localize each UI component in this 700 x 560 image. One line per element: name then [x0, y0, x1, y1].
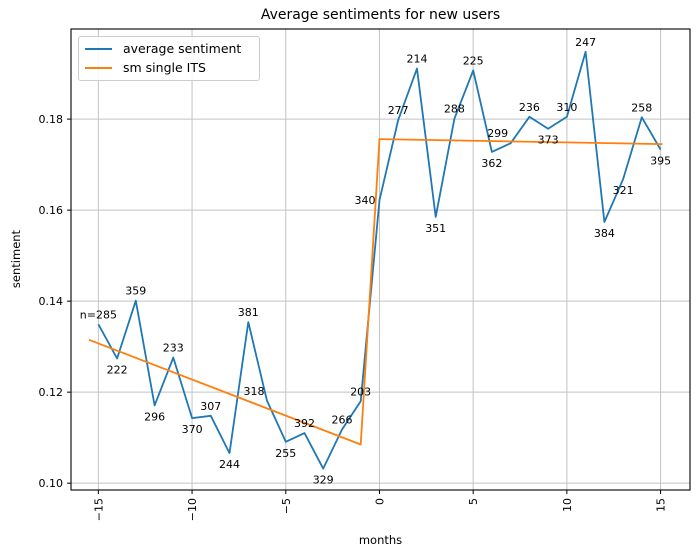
point-label: 392 — [294, 417, 315, 430]
legend-item-average-sentiment: average sentiment — [85, 40, 259, 56]
legend-swatch-sm-single-its — [85, 67, 112, 70]
x-tick-label: 5 — [467, 498, 480, 505]
legend-label-sm-single-its: sm single ITS — [123, 60, 206, 75]
point-label: 288 — [444, 103, 465, 116]
x-axis-label: months — [358, 533, 403, 547]
point-label: 373 — [538, 134, 559, 147]
y-tick-label: 0.18 — [39, 113, 64, 126]
point-label: 351 — [425, 222, 446, 235]
y-tick-label: 0.14 — [39, 295, 64, 308]
plot-border — [70, 28, 691, 491]
point-label: 329 — [313, 474, 334, 487]
point-label: 370 — [182, 423, 203, 436]
point-label: 236 — [519, 101, 540, 114]
point-label: 359 — [125, 285, 146, 298]
point-label: 296 — [144, 410, 165, 423]
point-label: 395 — [650, 155, 671, 168]
legend-label-average-sentiment: average sentiment — [123, 40, 242, 56]
legend: average sentiment sm single ITS — [78, 36, 260, 81]
point-label: 340 — [355, 194, 376, 207]
y-tick-label: 0.16 — [39, 204, 64, 217]
point-label: 310 — [556, 101, 577, 114]
y-axis-label: sentiment — [9, 229, 23, 289]
point-label: 214 — [407, 53, 428, 66]
point-label: 299 — [487, 127, 508, 140]
x-tick-label: −5 — [280, 498, 293, 514]
legend-swatch-average-sentiment — [85, 47, 112, 50]
point-label: 277 — [388, 104, 409, 117]
point-label: 258 — [631, 101, 652, 114]
chart-title: Average sentiments for new users — [260, 7, 501, 23]
point-label: 384 — [594, 227, 615, 240]
point-label: 318 — [244, 385, 265, 398]
point-label: 233 — [163, 342, 184, 355]
tick-marks — [67, 118, 662, 494]
point-label: 255 — [275, 447, 296, 460]
legend-item-sm-single-its: sm single ITS — [85, 60, 259, 75]
point-label: 266 — [332, 414, 353, 427]
point-label: 307 — [200, 400, 221, 413]
point-label: 321 — [613, 184, 634, 197]
point-label: 225 — [463, 54, 484, 67]
average-sentiment-line — [97, 50, 662, 470]
point-labels: n=285 222 359 296 233 370 307 244 381 318 255 392 32… — [80, 36, 671, 487]
point-label: n=285 — [80, 308, 117, 321]
point-label: 381 — [238, 306, 259, 319]
x-tick-label: 0 — [373, 498, 386, 505]
x-tick-label: −10 — [186, 498, 199, 521]
x-tick-label: −15 — [92, 498, 105, 521]
point-label: 362 — [481, 157, 502, 170]
grid-lines — [71, 29, 690, 490]
point-label: 244 — [219, 458, 240, 471]
point-label: 203 — [350, 385, 371, 398]
point-label: 222 — [107, 364, 128, 377]
y-tick-label: 0.12 — [39, 386, 64, 399]
x-tick-label: 15 — [655, 498, 668, 512]
its-fit-line — [88, 138, 663, 446]
x-tick-label: 10 — [561, 498, 574, 512]
y-tick-label: 0.10 — [39, 477, 64, 490]
point-label: 247 — [575, 36, 596, 49]
